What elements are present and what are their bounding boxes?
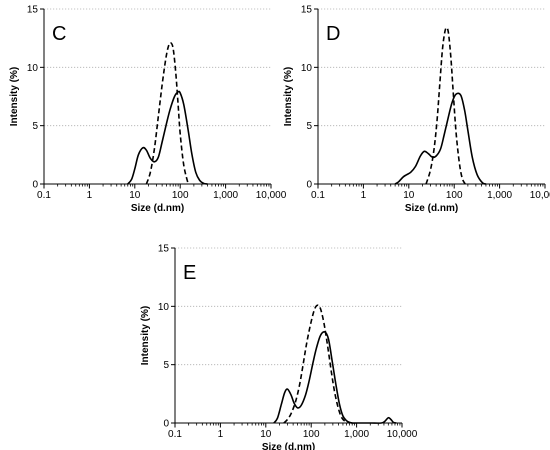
x-tick-label: 0.1 (37, 190, 51, 201)
chart-panel-e: 0 5 10 15 0.1 1 10 100 1,000 10,000 Size (d.nm) Int… (140, 244, 418, 450)
x-tick-label: 10 (403, 190, 415, 201)
y-tick-label: 0 (163, 419, 169, 430)
y-tick-label: 15 (27, 5, 39, 16)
chart-panel-d: 0 5 10 15 0.1 1 10 100 1,000 10,000 Size (d.nm) Int… (283, 5, 550, 215)
panel-label: D (326, 23, 340, 45)
x-tick-label: 10 (260, 429, 272, 440)
x-axis-label: Size (d.nm) (405, 203, 458, 214)
x-tick-label: 100 (303, 429, 320, 440)
x-tick-label: 100 (446, 190, 463, 201)
x-tick-label: 1,000 (487, 190, 512, 201)
panel-label: C (52, 23, 66, 45)
y-tick-label: 5 (306, 121, 312, 132)
x-tick-label: 100 (172, 190, 189, 201)
y-axis-label: Intensity (%) (140, 306, 151, 365)
x-axis-label: Size (d.nm) (262, 442, 315, 450)
x-tick-label: 10,000 (387, 429, 418, 440)
x-axis-label: Size (d.nm) (131, 203, 184, 214)
y-tick-label: 10 (158, 302, 170, 313)
x-tick-label: 1 (361, 190, 367, 201)
series-line-solid (394, 92, 487, 185)
x-tick-label: 10,000 (530, 190, 550, 201)
x-tick-label: 1 (87, 190, 93, 201)
y-tick-label: 10 (27, 63, 39, 74)
y-tick-label: 0 (306, 180, 312, 191)
y-tick-label: 15 (301, 5, 313, 16)
chart-panel-c: 0 5 10 15 0.1 1 10 100 1,000 10,000 Size (d.nm) Int… (9, 5, 287, 215)
series-line-dashed (283, 304, 353, 424)
x-tick-label: 0.1 (168, 429, 182, 440)
series-line-solid (127, 90, 208, 185)
y-tick-label: 15 (158, 244, 170, 255)
x-tick-label: 1 (218, 429, 224, 440)
y-axis-label: Intensity (%) (283, 67, 294, 126)
x-tick-label: 0.1 (311, 190, 325, 201)
series-line-solid (273, 331, 397, 424)
x-tick-label: 10,000 (256, 190, 287, 201)
panel-label: E (183, 262, 196, 284)
series-line-dashed (145, 41, 189, 185)
y-axis-label: Intensity (%) (9, 67, 20, 126)
y-tick-label: 5 (163, 360, 169, 371)
series-line-dashed (425, 26, 466, 185)
y-tick-label: 0 (32, 180, 38, 191)
y-tick-label: 10 (301, 63, 313, 74)
x-tick-label: 1,000 (213, 190, 238, 201)
y-tick-label: 5 (32, 121, 38, 132)
x-tick-label: 1,000 (344, 429, 369, 440)
x-tick-label: 10 (129, 190, 141, 201)
